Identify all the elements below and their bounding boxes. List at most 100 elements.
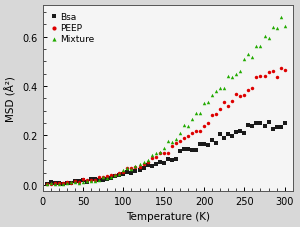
Mixture (210, 94, 214, 98)
PEEP (125, 167, 130, 170)
PEEP (169, 144, 174, 148)
PEEP (230, 100, 235, 103)
Mixture (218, 86, 223, 90)
Mixture (105, 177, 110, 180)
Bsa (214, 141, 218, 145)
Bsa (226, 132, 231, 136)
PEEP (61, 182, 65, 185)
PEEP (210, 114, 214, 117)
Mixture (226, 74, 231, 78)
PEEP (85, 178, 89, 182)
Mixture (234, 73, 239, 77)
Bsa (206, 144, 211, 147)
Legend: Bsa, PEEP, Mixture: Bsa, PEEP, Mixture (47, 10, 97, 47)
Bsa (93, 177, 98, 181)
PEEP (238, 95, 243, 99)
Bsa (109, 176, 114, 180)
PEEP (149, 157, 154, 160)
Mixture (97, 178, 102, 182)
Bsa (178, 150, 182, 153)
Bsa (250, 125, 255, 128)
Mixture (76, 182, 81, 185)
Mixture (141, 160, 146, 164)
PEEP (145, 160, 150, 164)
Bsa (270, 128, 275, 132)
PEEP (89, 179, 94, 182)
Bsa (274, 126, 279, 129)
PEEP (270, 70, 275, 74)
Bsa (97, 178, 102, 182)
Mixture (149, 153, 154, 157)
PEEP (113, 174, 118, 178)
Mixture (73, 180, 77, 184)
Mixture (282, 25, 287, 29)
Mixture (117, 173, 122, 177)
Bsa (153, 162, 158, 166)
PEEP (153, 155, 158, 159)
PEEP (165, 151, 170, 155)
PEEP (222, 101, 226, 105)
PEEP (52, 181, 57, 185)
PEEP (48, 183, 53, 186)
Mixture (69, 180, 74, 184)
Mixture (270, 26, 275, 30)
Mixture (89, 180, 94, 183)
Mixture (125, 167, 130, 170)
Bsa (89, 177, 94, 180)
Bsa (262, 124, 267, 128)
Bsa (64, 182, 69, 185)
Mixture (242, 58, 247, 62)
Bsa (238, 129, 243, 133)
Bsa (202, 142, 206, 146)
Mixture (194, 112, 198, 115)
Mixture (206, 101, 211, 104)
Bsa (190, 149, 194, 153)
Bsa (222, 137, 226, 141)
Bsa (117, 174, 122, 177)
Mixture (202, 102, 206, 106)
Mixture (178, 131, 182, 135)
PEEP (262, 75, 267, 78)
Bsa (69, 181, 74, 185)
PEEP (121, 171, 126, 174)
Mixture (48, 182, 53, 185)
Mixture (64, 181, 69, 185)
Bsa (61, 182, 65, 186)
Mixture (81, 180, 85, 184)
PEEP (182, 136, 186, 140)
Bsa (56, 181, 61, 185)
Y-axis label: MSD (Å²): MSD (Å²) (6, 76, 17, 121)
PEEP (69, 181, 74, 185)
Mixture (222, 87, 226, 91)
Mixture (137, 163, 142, 167)
PEEP (185, 135, 190, 139)
Mixture (254, 45, 259, 49)
Mixture (56, 183, 61, 186)
Bsa (121, 173, 126, 176)
Bsa (185, 147, 190, 151)
Mixture (185, 125, 190, 129)
PEEP (214, 113, 218, 117)
Bsa (246, 123, 251, 127)
Bsa (173, 157, 178, 161)
Mixture (278, 16, 283, 19)
Mixture (85, 180, 89, 183)
PEEP (133, 165, 138, 169)
Mixture (262, 35, 267, 38)
PEEP (141, 162, 146, 166)
Mixture (121, 169, 126, 172)
PEEP (109, 173, 114, 177)
Mixture (109, 175, 114, 179)
Mixture (44, 182, 49, 186)
Mixture (190, 117, 194, 121)
Mixture (113, 173, 118, 177)
Bsa (242, 131, 247, 135)
Mixture (61, 182, 65, 186)
Bsa (258, 121, 263, 125)
PEEP (56, 182, 61, 185)
PEEP (76, 181, 81, 184)
Mixture (238, 70, 243, 74)
Bsa (254, 122, 259, 126)
PEEP (117, 172, 122, 175)
Bsa (278, 126, 283, 130)
